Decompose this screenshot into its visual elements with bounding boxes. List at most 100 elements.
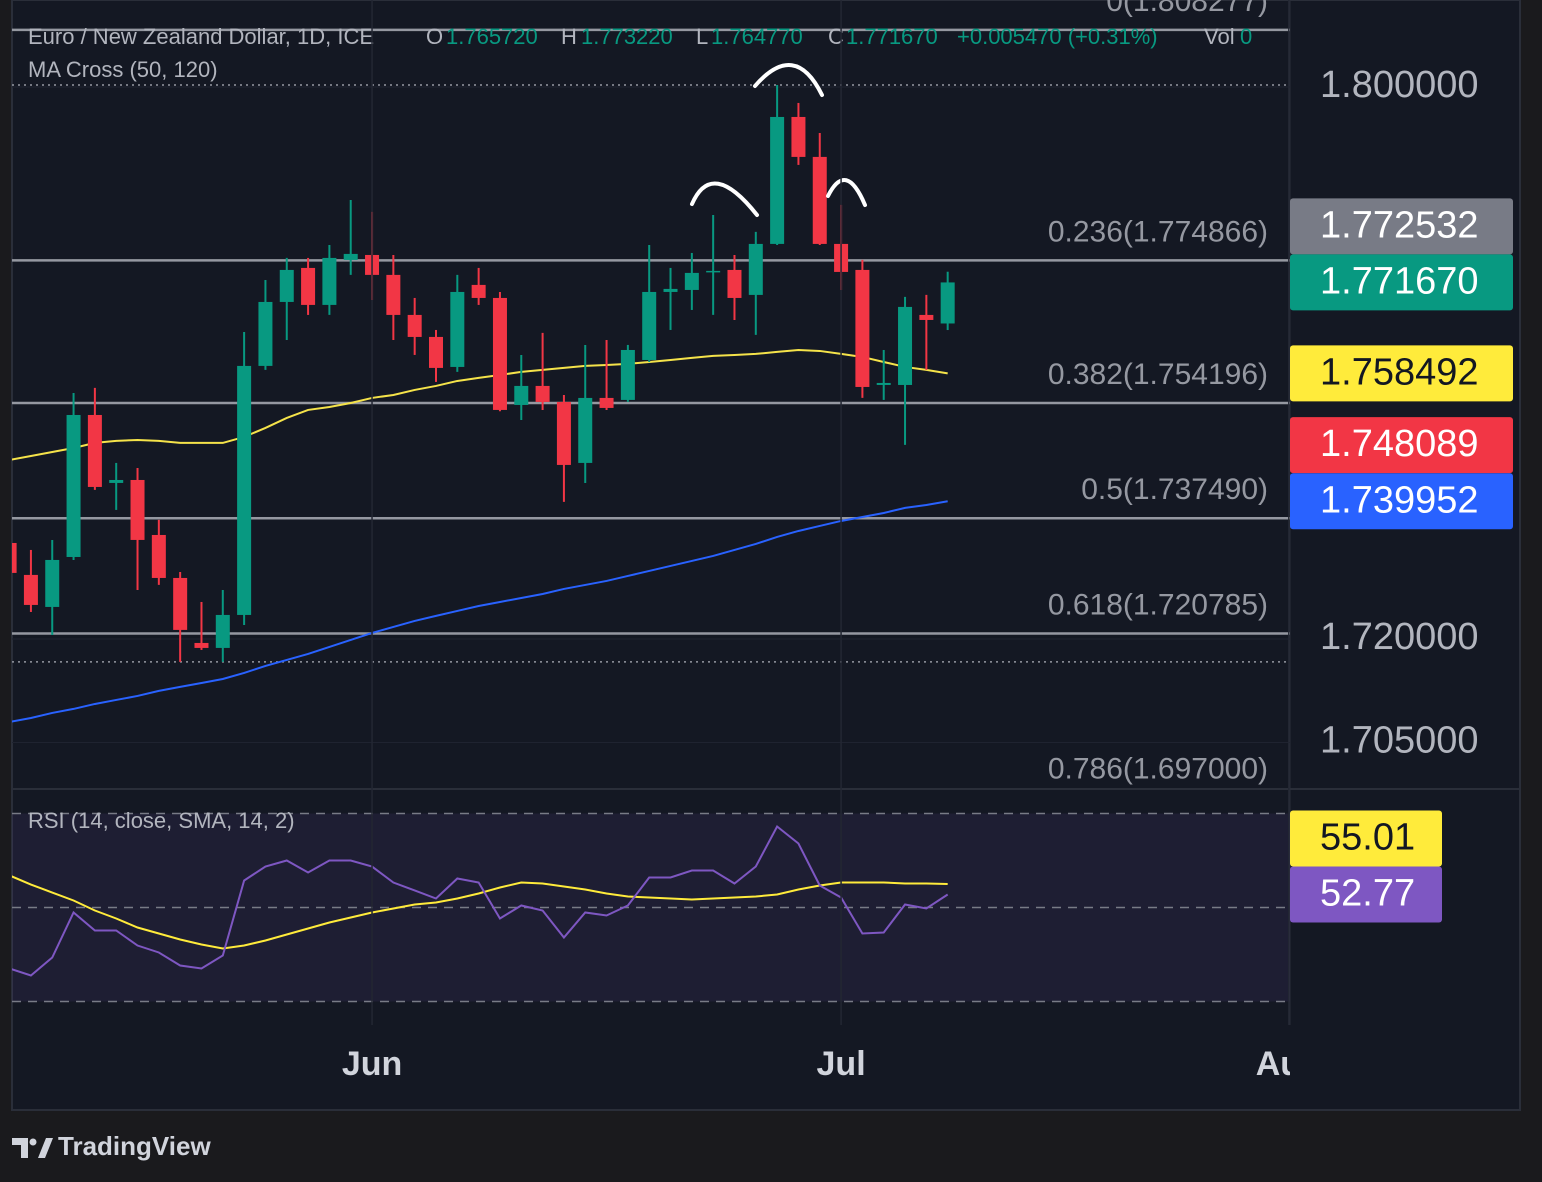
candle-body [492, 297, 507, 410]
candle-body [642, 291, 657, 360]
candle-body [876, 382, 891, 385]
fib-label: 0.786(1.697000) [1048, 753, 1268, 786]
indicator-title: MA Cross (50, 120) [28, 57, 218, 82]
candle-body [663, 288, 678, 292]
candle-body [12, 542, 17, 573]
quote-key: C [828, 24, 844, 49]
price-badge-label: 1.739952 [1320, 479, 1479, 521]
volume-value: 0 [1240, 24, 1252, 49]
candle-body [919, 314, 934, 320]
rsi-line [12, 875, 948, 950]
candle-body [706, 270, 721, 273]
candle-body [258, 301, 273, 366]
price-badge-label: 1.771670 [1320, 260, 1479, 302]
candle-body [748, 243, 763, 295]
price-badge [1290, 810, 1442, 867]
x-tick-label: Jul [817, 1045, 866, 1083]
candle-body [770, 116, 785, 244]
x-tick-label: Aug [1256, 1045, 1322, 1083]
fib-label: 0.5(1.737490) [1081, 473, 1268, 506]
candle-body [898, 306, 913, 385]
candle-body [429, 336, 443, 368]
fib-label: 0.618(1.720785) [1048, 588, 1268, 621]
head-arc [753, 63, 824, 97]
price-pane: 0(1.808277) 0.236(1.774866) 0.382(1.754196… [12, 0, 1290, 786]
quote-change: +0.005470 (+0.31%) [957, 24, 1158, 49]
price-badge-label: 52.77 [1320, 873, 1415, 915]
candle-body [109, 479, 124, 483]
candle-body [471, 284, 486, 298]
candle-body [279, 269, 294, 302]
fib-label: 0.236(1.774866) [1048, 215, 1268, 248]
candle-body [301, 267, 316, 305]
candle-body [940, 282, 955, 324]
candle-body [23, 574, 38, 605]
candle-body [173, 577, 188, 630]
price-badge [1290, 417, 1513, 474]
fib-label: 0(1.808277) [1106, 0, 1268, 18]
candle-body [855, 269, 870, 387]
volume-key: Vol [1204, 24, 1235, 49]
symbol-title: Euro / New Zealand Dollar, 1D, ICE [28, 24, 374, 49]
price-badge [1290, 198, 1513, 255]
price-badge [1290, 254, 1513, 311]
candle-body [812, 156, 827, 244]
candle-body [556, 401, 571, 465]
rsi-line [12, 824, 949, 977]
price-badge-label: 1.748089 [1320, 423, 1479, 465]
chart-frame [11, 0, 1521, 1111]
candle-body [407, 314, 422, 337]
y-tick-label: 1.705000 [1320, 719, 1479, 761]
brand-logo: TradingView [12, 1131, 211, 1161]
candle-body [450, 291, 465, 367]
time-axis: Jun Jul Aug [342, 1045, 1322, 1083]
y-tick-label: 1.720000 [1320, 616, 1479, 658]
quote-key: L [696, 24, 708, 49]
fib-label: 0.382(1.754196) [1048, 358, 1268, 391]
price-badge-label: 1.758492 [1320, 351, 1479, 393]
price-badge [1290, 866, 1442, 923]
candle-body [599, 397, 614, 408]
logo-mark [38, 1138, 53, 1158]
quote-value: 1.773220 [581, 24, 673, 49]
candle-body [514, 385, 529, 405]
rsi-title: RSI (14, close, SMA, 14, 2) [28, 808, 295, 833]
price-axis: 1.705000 1.720000 1.800000 1.772532 1.771670… [1290, 64, 1513, 923]
candle-body [791, 116, 806, 157]
x-tick-label: Jun [342, 1045, 402, 1083]
candle-body [66, 414, 81, 557]
price-badge [1290, 473, 1513, 530]
quote-value: 1.771670 [846, 24, 938, 49]
moving-average [12, 500, 948, 723]
brand-name: TradingView [58, 1131, 211, 1161]
quote-key: H [561, 24, 577, 49]
candle-body [620, 349, 635, 400]
candle-body [684, 272, 699, 290]
moving-average [12, 348, 948, 461]
legend-header: Euro / New Zealand Dollar, 1D, ICE O 1.7… [28, 24, 1252, 833]
rsi-band [12, 813, 1290, 1002]
candle-body [151, 534, 166, 578]
quote-value: 1.765720 [446, 24, 538, 49]
pattern-annotations [690, 63, 867, 217]
candle-body [237, 365, 252, 615]
logo-mark [29, 1138, 37, 1146]
candle-body [194, 642, 209, 648]
quote-value: 1.764770 [711, 24, 803, 49]
quote-key: O [426, 24, 443, 49]
candle-body [45, 559, 60, 607]
logo-mark [12, 1138, 28, 1158]
candle-body [87, 414, 102, 487]
price-badge [1290, 345, 1513, 402]
price-badge-label: 55.01 [1320, 817, 1415, 859]
right-shoulder-arc [826, 178, 867, 207]
candle-body [343, 253, 358, 260]
rsi-pane [12, 812, 1290, 1003]
candle-body [535, 385, 550, 402]
left-shoulder-arc [690, 181, 759, 217]
y-tick-label: 1.800000 [1320, 64, 1479, 106]
price-badge-label: 1.772532 [1320, 204, 1479, 246]
candle-body [386, 274, 401, 315]
